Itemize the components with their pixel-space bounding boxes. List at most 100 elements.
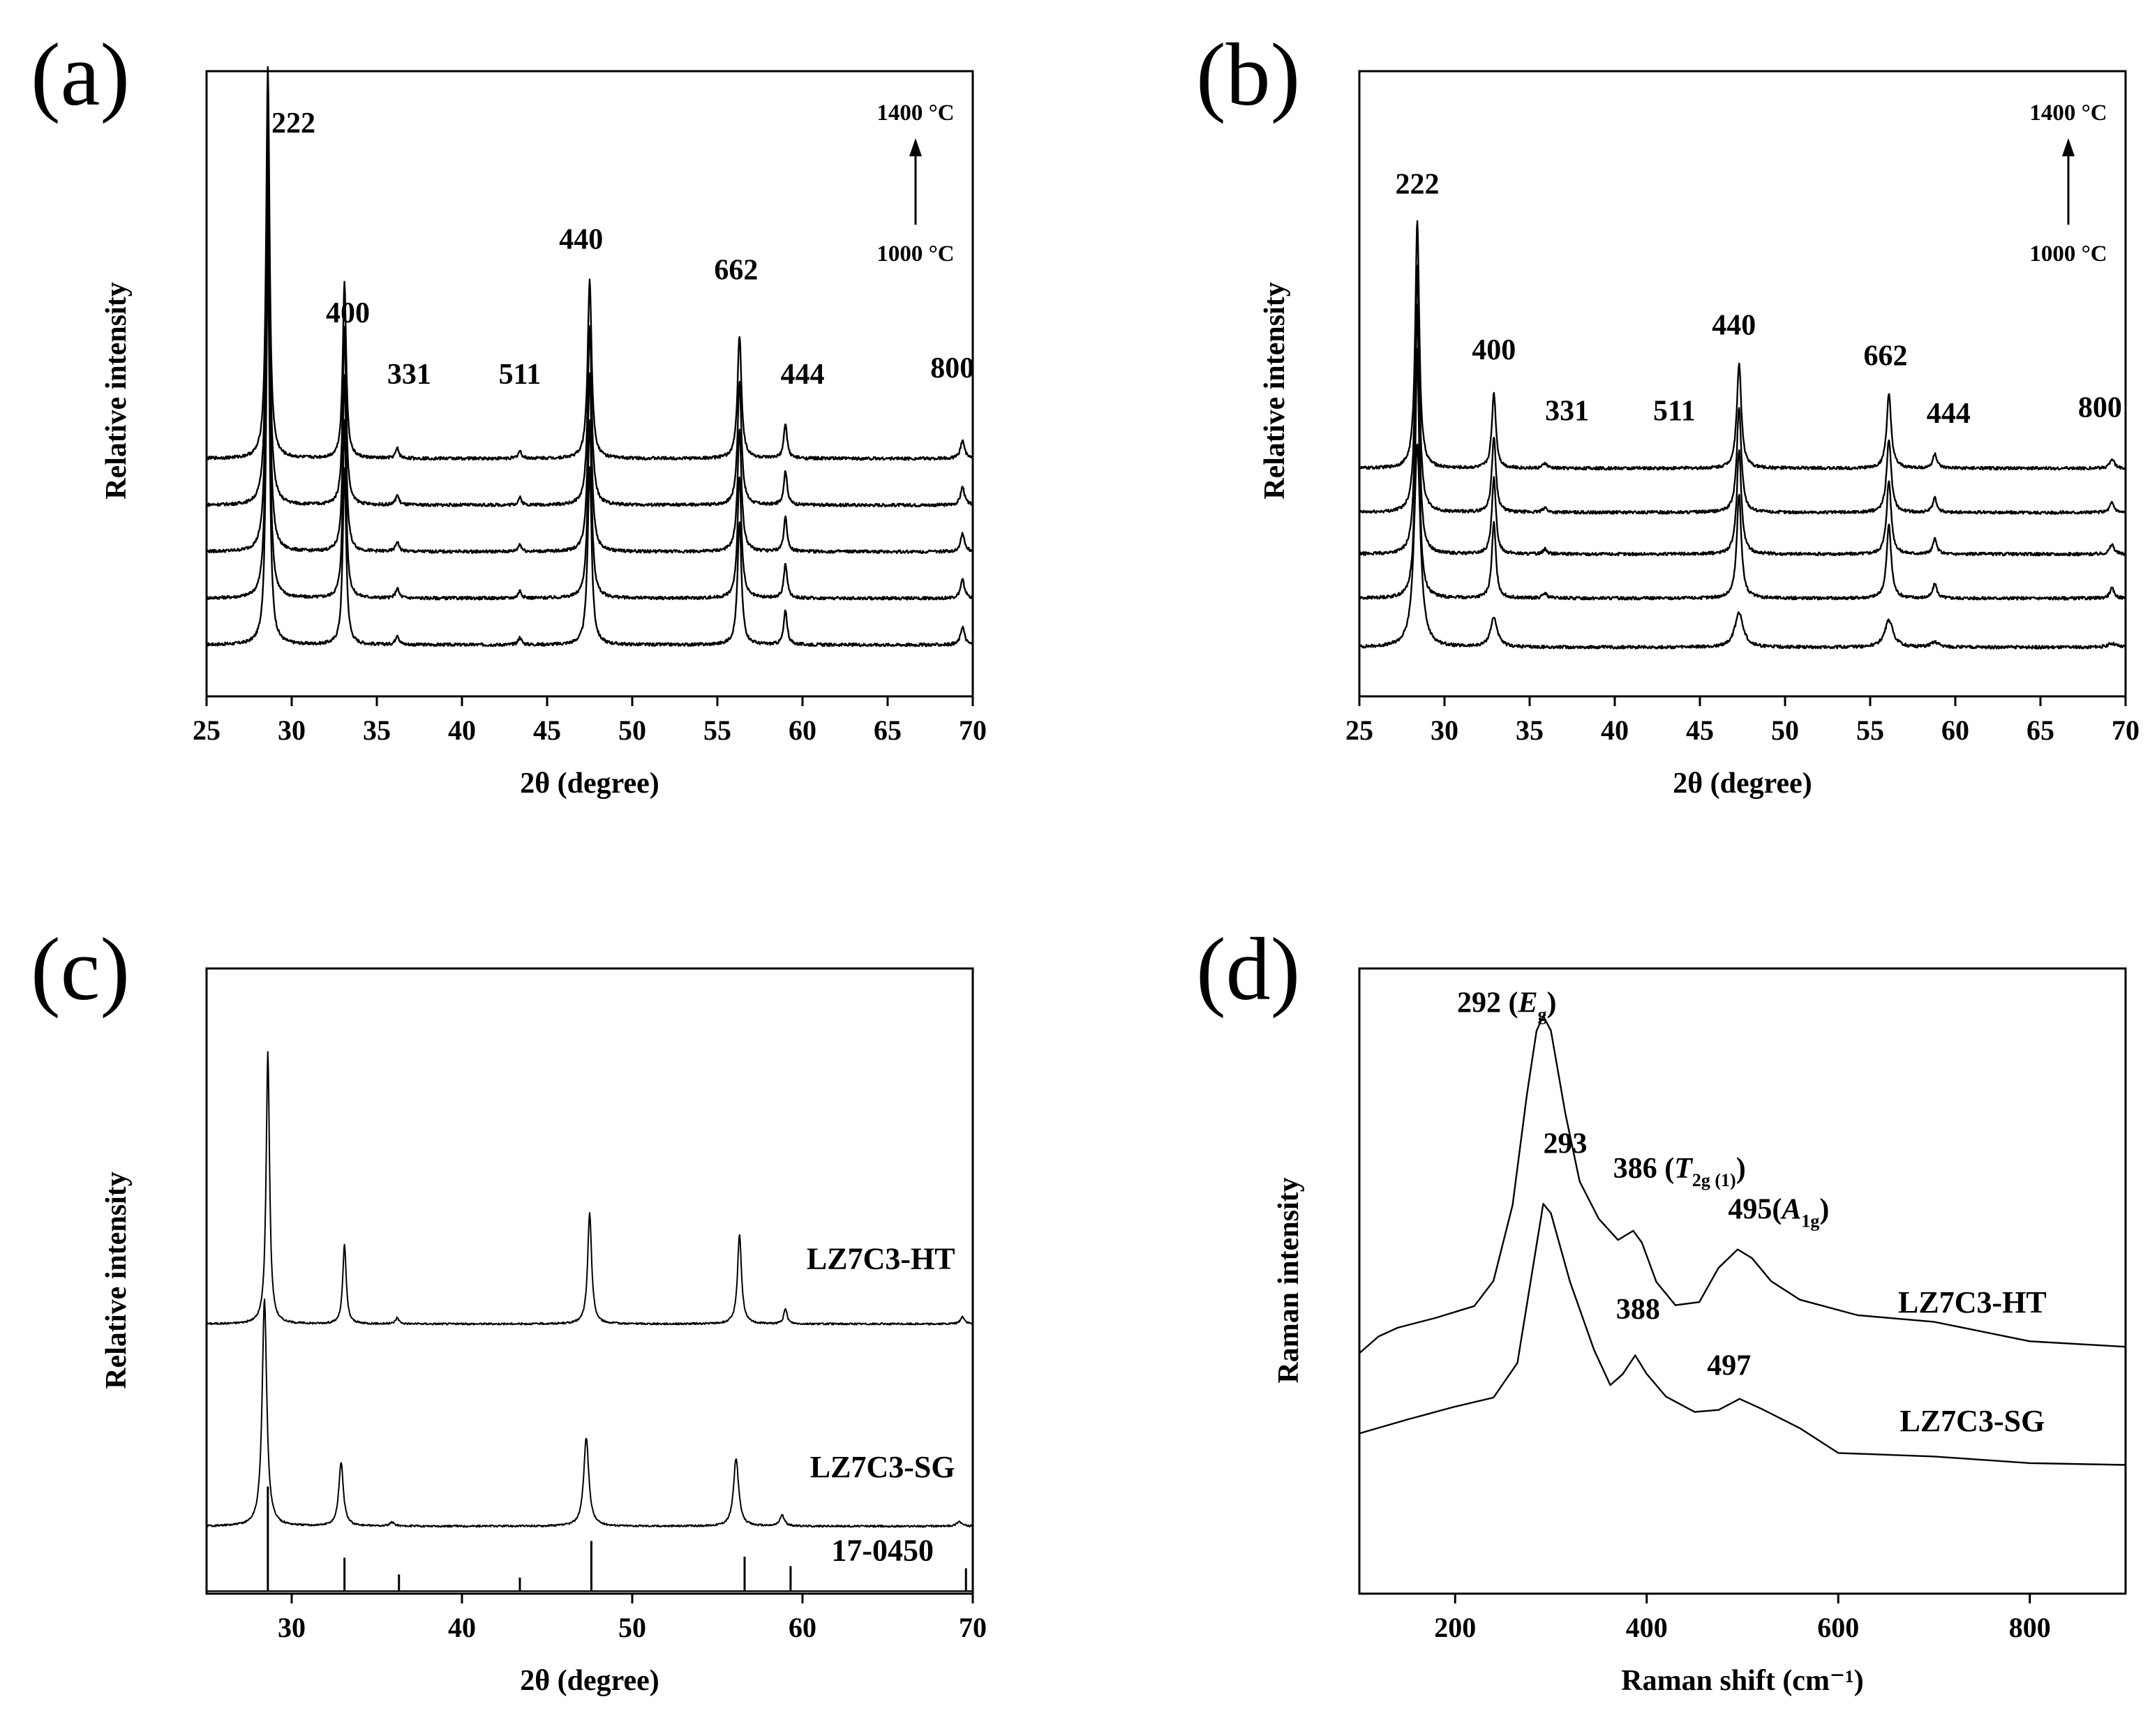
x-tick-label: 50 bbox=[1771, 714, 1799, 746]
sample-label: LZ7C3-SG bbox=[810, 1450, 955, 1484]
xrd-trace-2 bbox=[205, 205, 974, 601]
x-tick-label: 60 bbox=[789, 714, 816, 746]
temperature-label-top: 1400 °C bbox=[2029, 100, 2107, 126]
x-axis-label: 2θ (degree) bbox=[520, 768, 659, 800]
peak-label: 222 bbox=[1395, 169, 1439, 201]
x-tick-label: 70 bbox=[959, 714, 987, 746]
x-tick-label: 60 bbox=[789, 1612, 816, 1643]
panel-label-b: (b) bbox=[1196, 25, 1300, 124]
raman-peak-label: 292 (Eg) bbox=[1457, 987, 1557, 1025]
x-tick-label: 50 bbox=[618, 714, 646, 746]
x-tick-label: 40 bbox=[1601, 714, 1629, 746]
peak-value: 292 ( bbox=[1457, 987, 1518, 1019]
x-tick-label: 55 bbox=[1856, 714, 1884, 746]
temperature-label-bottom: 1000 °C bbox=[2029, 241, 2107, 267]
x-tick-label: 40 bbox=[448, 1612, 476, 1643]
x-tick-label: 50 bbox=[618, 1612, 646, 1643]
temperature-label-top: 1400 °C bbox=[876, 100, 954, 126]
plot-frame bbox=[205, 70, 974, 698]
x-tick-label: 30 bbox=[1431, 714, 1458, 746]
xrd-trace-lz7c3-sg bbox=[206, 1298, 973, 1528]
raman-peak-label: 388 bbox=[1616, 1294, 1660, 1326]
raman-peak-label: 293 bbox=[1544, 1128, 1588, 1160]
y-axis-label: Relative intensity bbox=[100, 1172, 133, 1389]
sample-label: LZ7C3-HT bbox=[807, 1241, 955, 1275]
x-tick-label: 65 bbox=[874, 714, 902, 746]
x-axis-label: Raman shift (cm⁻¹) bbox=[1621, 1665, 1863, 1697]
peak-label: 800 bbox=[930, 352, 974, 384]
peak-label: 511 bbox=[1653, 396, 1696, 428]
mode-symbol: T bbox=[1674, 1153, 1694, 1185]
raman-trace-lz7c3-ht bbox=[1359, 1015, 2126, 1354]
plot-frame bbox=[205, 967, 974, 1595]
plot-frame bbox=[1358, 70, 2127, 698]
peak-value: 293 bbox=[1544, 1128, 1588, 1160]
peak-label: 444 bbox=[1927, 398, 1971, 430]
mode-subscript: g bbox=[1538, 1005, 1547, 1025]
panel-label-d: (d) bbox=[1196, 920, 1300, 1019]
xrd-trace-5 bbox=[206, 66, 974, 461]
y-axis-label: Raman intensity bbox=[1273, 1177, 1305, 1383]
sample-label: 17-0450 bbox=[831, 1534, 934, 1568]
xrd-trace-2 bbox=[1359, 347, 2127, 601]
panel-label-c: (c) bbox=[31, 920, 130, 1019]
peak-value: 388 bbox=[1616, 1294, 1660, 1326]
x-tick-label: 30 bbox=[278, 714, 306, 746]
x-tick-label: 600 bbox=[1817, 1612, 1859, 1643]
panel-c: (c) 30 40 50 60 70 2θ (degree) Relative intensi… bbox=[31, 920, 987, 1697]
raman-peak-label: 386 (T2g (1)) bbox=[1613, 1153, 1746, 1190]
arrow-head-icon bbox=[2062, 138, 2075, 156]
peak-label: 440 bbox=[559, 224, 603, 256]
x-tick-label: 45 bbox=[1686, 714, 1714, 746]
peak-value: 495( bbox=[1728, 1193, 1782, 1225]
x-tick-label: 800 bbox=[2009, 1612, 2051, 1643]
raman-trace-lz7c3-sg bbox=[1359, 1203, 2126, 1466]
x-tick-label: 65 bbox=[2026, 714, 2054, 746]
x-tick-label: 200 bbox=[1434, 1612, 1476, 1643]
xrd-trace-3 bbox=[1359, 304, 2126, 557]
xrd-trace-3 bbox=[205, 159, 973, 554]
x-tick-label: 60 bbox=[1941, 714, 1969, 746]
mode-symbol: E bbox=[1517, 987, 1537, 1019]
mode-close: ) bbox=[1736, 1153, 1746, 1185]
peak-label: 331 bbox=[1545, 396, 1589, 428]
y-axis-label: Relative intensity bbox=[1259, 282, 1291, 499]
x-axis-label: 2θ (degree) bbox=[520, 1665, 659, 1697]
peak-label: 662 bbox=[1863, 341, 1907, 373]
x-tick-label: 400 bbox=[1626, 1612, 1668, 1643]
sample-label: LZ7C3-SG bbox=[1899, 1404, 2045, 1438]
x-tick-label: 55 bbox=[703, 714, 731, 746]
mode-close: ) bbox=[1547, 987, 1557, 1019]
peak-label: 331 bbox=[387, 359, 431, 391]
panel-d: (d) 200 400 600 800 Raman shift (cm⁻¹) Raman i… bbox=[1196, 920, 2127, 1697]
sample-label: LZ7C3-HT bbox=[1898, 1285, 2047, 1319]
xrd-trace-1 bbox=[1358, 443, 2127, 650]
xrd-trace-1 bbox=[206, 252, 974, 648]
peak-label: 511 bbox=[499, 359, 542, 391]
x-tick-label: 30 bbox=[278, 1612, 306, 1643]
peak-label: 444 bbox=[781, 359, 825, 391]
panel-label-a: (a) bbox=[31, 25, 130, 124]
peak-label: 800 bbox=[2078, 391, 2122, 424]
peak-label: 222 bbox=[271, 107, 315, 140]
panel-b: (b) 25 30 35 40 45 50 55 60 65 70 2θ (degree) Relati… bbox=[1196, 25, 2140, 800]
peak-value: 386 ( bbox=[1613, 1153, 1675, 1185]
peak-label: 440 bbox=[1712, 310, 1756, 342]
xrd-trace-5 bbox=[1358, 220, 2127, 471]
mode-close: ) bbox=[1819, 1193, 1829, 1225]
x-tick-label: 35 bbox=[363, 714, 391, 746]
x-axis-label: 2θ (degree) bbox=[1673, 768, 1812, 800]
raman-peak-label: 497 bbox=[1707, 1349, 1751, 1382]
x-tick-label: 70 bbox=[2112, 714, 2140, 746]
xrd-trace-4 bbox=[206, 112, 974, 508]
x-tick-label: 70 bbox=[959, 1612, 987, 1643]
y-axis-label: Relative intensity bbox=[100, 282, 133, 499]
peak-label: 662 bbox=[714, 255, 758, 287]
mode-symbol: A bbox=[1779, 1193, 1801, 1225]
xrd-trace-4 bbox=[1358, 264, 2127, 515]
mode-subscript: 1g bbox=[1801, 1211, 1819, 1231]
peak-value: 497 bbox=[1707, 1349, 1751, 1382]
panel-a: (a) 25 30 35 40 45 50 55 60 65 70 2θ (degree) Relati… bbox=[31, 25, 987, 800]
x-tick-label: 45 bbox=[533, 714, 561, 746]
